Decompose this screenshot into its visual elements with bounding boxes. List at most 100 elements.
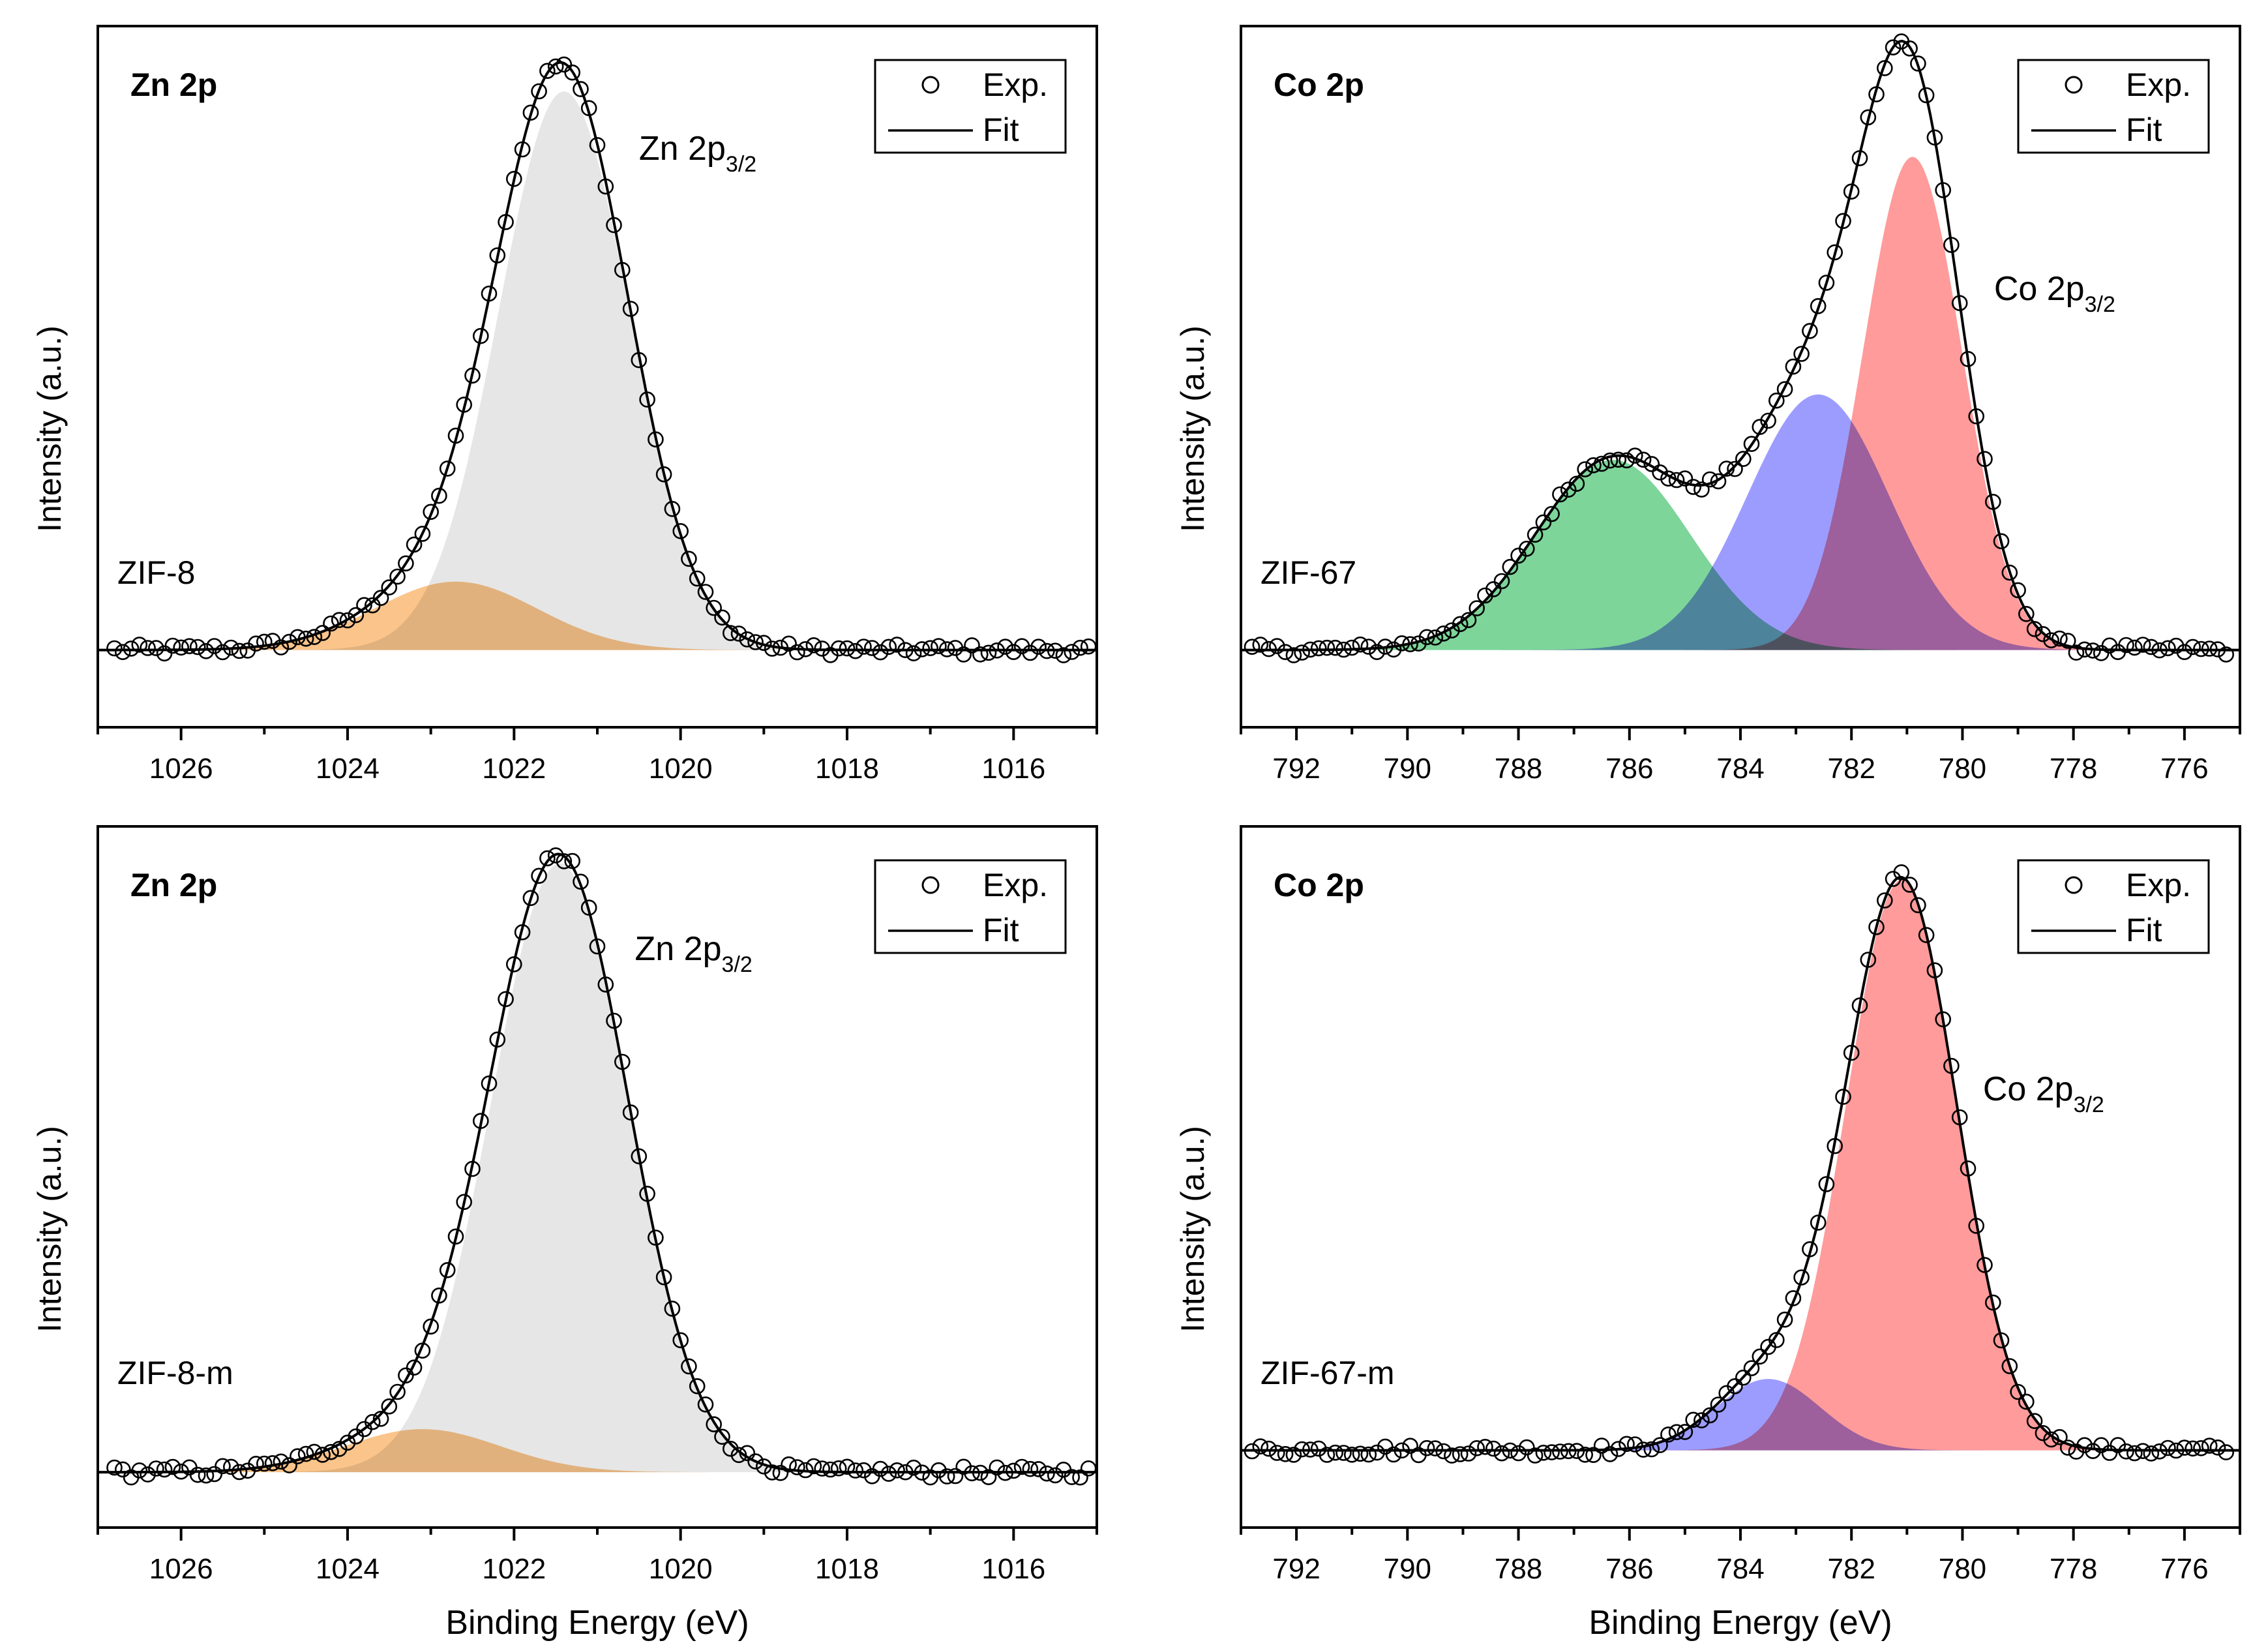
exp-point (2052, 1429, 2068, 1445)
exp-point (1860, 109, 1877, 126)
x-axis: 1026 1024 1022 1020 1018 1016 (97, 727, 1098, 785)
exp-point (1535, 1445, 1552, 1461)
peak-label-subscript: 3/2 (722, 952, 753, 977)
exp-point (1701, 471, 1718, 488)
exp-point (856, 1462, 872, 1479)
exp-point (431, 1288, 447, 1304)
exp-point (248, 1456, 264, 1472)
exp-point (1968, 408, 1984, 425)
exp-point (1302, 1441, 1319, 1458)
exp-point (1776, 381, 1793, 398)
x-tick-label: 1020 (649, 753, 713, 785)
exp-point (1064, 1469, 1080, 1485)
exp-point (1610, 1441, 1627, 1457)
exp-point (1660, 470, 1677, 487)
exp-point (464, 367, 481, 384)
exp-point (1627, 447, 1643, 464)
x-tick-label: 778 (2050, 753, 2097, 785)
legend-box (2017, 859, 2210, 954)
x-tick-label: 788 (1495, 753, 1542, 785)
exp-point (2134, 637, 2151, 653)
exp-markers (1244, 33, 2234, 663)
exp-point (664, 500, 681, 517)
exp-point (2126, 639, 2143, 656)
exp-point (2151, 1443, 2168, 1460)
exp-point (1935, 182, 1951, 198)
exp-point (206, 638, 223, 654)
peak-label-subscript: 3/2 (726, 152, 756, 177)
exp-point (140, 1466, 156, 1483)
exp-point (2018, 1393, 2035, 1410)
exp-point (1668, 1424, 1685, 1440)
exp-point (1252, 1438, 1269, 1455)
exp-point (839, 1458, 856, 1475)
chart-panel-4: 792 790 788 786 784 782 780 778 776 Intensity (a.… (1174, 825, 2241, 1642)
exp-point (1013, 1458, 1030, 1475)
exp-point (706, 1416, 722, 1432)
exp-point (1435, 1443, 1452, 1460)
exp-point (2076, 641, 2093, 658)
fit-component-1 (1241, 157, 2240, 650)
exp-point (639, 1186, 655, 1202)
exp-point (2209, 1440, 2226, 1456)
exp-point (464, 1160, 481, 1177)
exp-point (1560, 1443, 1577, 1460)
exp-point (439, 460, 456, 477)
exp-point (514, 924, 531, 941)
exp-point (1460, 1445, 1477, 1462)
exp-point (1943, 1057, 1960, 1074)
exp-point (714, 1428, 730, 1445)
exp-point (1294, 644, 1310, 661)
exp-point (1577, 1447, 1593, 1463)
peak-label: Co 2p3/2 (1983, 1070, 2104, 1117)
exp-point (839, 640, 856, 657)
exp-point (1727, 460, 1743, 477)
exp-point (2010, 582, 2026, 599)
exp-point (1785, 358, 1802, 375)
exp-point (381, 1398, 398, 1415)
exp-point (1469, 1440, 1485, 1456)
exp-point (1418, 1440, 1435, 1456)
exp-point (1577, 461, 1593, 477)
exp-point (489, 247, 506, 264)
exp-point (997, 1464, 1013, 1481)
x-tick-label: 1024 (316, 1553, 380, 1585)
x-tick-label: 1016 (981, 1553, 1045, 1585)
x-axis: 1026 1024 1022 1020 1018 1016 (97, 1528, 1098, 1585)
exp-point (264, 1455, 281, 1471)
x-tick-label: 1022 (482, 753, 546, 785)
legend-label-exp: Exp. (983, 67, 1048, 103)
exp-point (2193, 1440, 2209, 1456)
exp-point (1910, 897, 1926, 914)
y-axis-label: Intensity (a.u.) (1174, 325, 1211, 532)
exp-point (1918, 927, 1935, 943)
exp-point (639, 391, 655, 408)
exp-point (2201, 641, 2218, 657)
x-axis: 792 790 788 786 784 782 780 778 776 (1240, 1528, 2241, 1585)
exp-point (231, 642, 248, 659)
exp-point (2118, 1443, 2134, 1460)
exp-point (1493, 1445, 1510, 1462)
exp-point (1519, 540, 1535, 557)
exp-point (1394, 1442, 1410, 1459)
panel-label: Co 2p (1274, 867, 1364, 903)
exp-point (323, 1443, 339, 1460)
peak-label-main: Co 2p (1983, 1070, 2074, 1108)
exp-point (456, 397, 473, 413)
exp-point (1668, 472, 1685, 489)
exp-point (1735, 1369, 1752, 1386)
exp-point (805, 637, 822, 654)
exp-point (331, 612, 348, 628)
peak-label: Co 2p3/2 (1994, 270, 2115, 317)
exp-point (1502, 558, 1519, 575)
exp-point (2118, 637, 2134, 654)
exp-point (556, 56, 573, 73)
y-axis-label: Intensity (a.u.) (1174, 1126, 1211, 1333)
exp-point (2010, 1383, 2026, 1400)
exp-point (1261, 1440, 1277, 1457)
x-tick-label: 784 (1716, 753, 1764, 785)
exp-point (1469, 600, 1485, 616)
exp-point (1810, 297, 1827, 314)
exp-point (1444, 1447, 1460, 1464)
exp-point (880, 1466, 897, 1482)
